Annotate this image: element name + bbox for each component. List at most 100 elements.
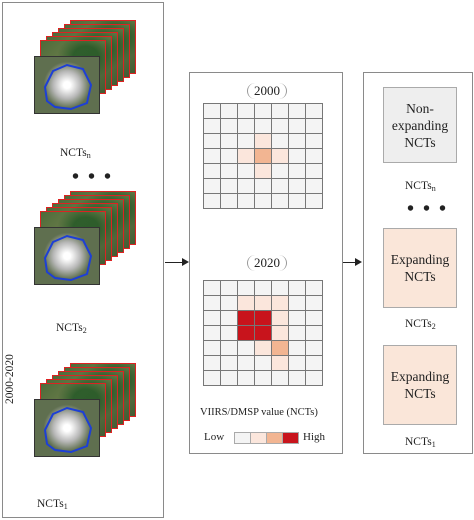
grid-cell [271,148,289,164]
legend-swatch [282,432,299,444]
grid-cell [220,163,238,179]
grid-cell [237,310,255,326]
legend-low-label: Low [204,431,225,443]
stack-label-n: NCTsn [60,147,91,160]
grid-cell [203,133,221,149]
grid-cell [237,148,255,164]
grid-cell [220,148,238,164]
arrow-to-classes [343,262,356,263]
grid-cell [203,370,221,386]
grid-cell [288,340,306,356]
grid-cell [220,280,238,296]
grid-cell [271,325,289,341]
grid-cell [254,295,272,311]
grid-cell [288,295,306,311]
grid-cell [254,118,272,134]
grid-cell [254,193,272,209]
year-label-2020: 2020 [247,255,287,271]
stack-ellipsis: • • • [72,166,114,188]
grid-cell [203,103,221,119]
arrow-head-1 [182,258,189,266]
class-label-2: NCTs2 [405,318,436,331]
grid-cell [237,163,255,179]
grid-cell [288,118,306,134]
grid-cell [203,340,221,356]
grid-cell [203,118,221,134]
class-label-1: NCTs1 [405,436,436,449]
grid-cell [237,280,255,296]
urban-boundary-icon [43,406,93,454]
arrow-to-grids [165,262,183,263]
grid-cell [305,148,323,164]
grid-cell [254,355,272,371]
grid-cell [220,133,238,149]
class-ellipsis: • • • [407,198,449,220]
stack-label-1: NCTs1 [37,498,68,511]
grid-cell [237,103,255,119]
grid-cell [288,280,306,296]
image-stack-1 [30,357,140,457]
grid-cell [271,310,289,326]
grid-cell [237,325,255,341]
grid-cell [271,103,289,119]
grid-cell [203,193,221,209]
grid-cell [237,355,255,371]
urban-boundary-icon [43,234,93,282]
grid-cell [254,310,272,326]
grid-cell [305,280,323,296]
grid-cell [271,280,289,296]
grid-cell [203,163,221,179]
grid-cell [305,370,323,386]
grid-cell [271,178,289,194]
grid-cell [271,355,289,371]
grid-cell [237,193,255,209]
grid-cell [288,193,306,209]
year-label-2000: 2000 [247,83,287,99]
grid-cell [305,310,323,326]
grid-cell [254,148,272,164]
legend-swatch [266,432,283,444]
grid-cell [220,310,238,326]
grid-cell [237,118,255,134]
grid-cell [288,355,306,371]
grid-cell [305,295,323,311]
grid-2000 [203,103,323,209]
grid-cell [254,133,272,149]
legend-swatch [250,432,267,444]
grid-cell [220,118,238,134]
grid-cell [288,370,306,386]
class-label-n: NCTsn [405,180,436,193]
grid-cell [220,103,238,119]
grid-cell [305,118,323,134]
grid-cell [271,133,289,149]
grid-cell [237,133,255,149]
grid-cell [271,193,289,209]
grid-cell [305,193,323,209]
grid-cell [203,295,221,311]
image-stack-2 [30,185,140,285]
urban-boundary-icon [43,63,93,111]
grid-cell [271,340,289,356]
grid-cell [305,103,323,119]
grid-cell [220,325,238,341]
grid-cell [254,103,272,119]
grid-cell [254,163,272,179]
grid-cell [271,163,289,179]
grid-cell [254,178,272,194]
grid-cell [254,280,272,296]
satellite-image-front [34,56,100,114]
grid-cell [288,103,306,119]
grid-cell [203,310,221,326]
grid-cell [237,370,255,386]
legend-swatch [234,432,251,444]
grid-cell [305,340,323,356]
class-box-expanding-1: Expanding NCTs [383,345,457,425]
grid-cell [203,148,221,164]
grid-cell [220,193,238,209]
grid-cell [220,295,238,311]
grid-cell [288,325,306,341]
grid-cell [203,280,221,296]
legend-high-label: High [303,431,325,443]
grid-cell [237,295,255,311]
grid-cell [254,370,272,386]
